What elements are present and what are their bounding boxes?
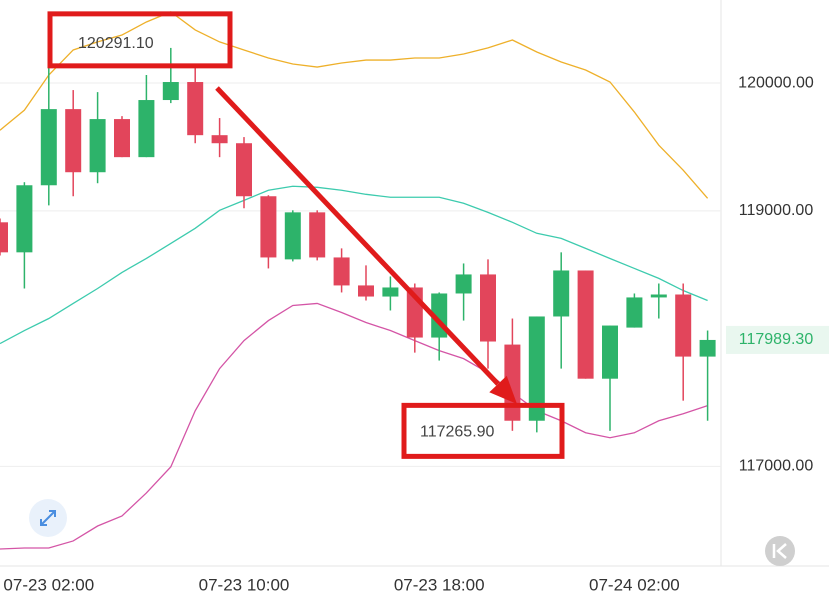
- candle-body: [236, 143, 252, 197]
- candle-body: [260, 196, 277, 258]
- candle-body: [284, 212, 301, 260]
- candle-body: [699, 339, 716, 357]
- low-marker-box: [401, 402, 565, 459]
- candle-body: [382, 287, 399, 297]
- candle-body: [0, 222, 8, 253]
- expand-button[interactable]: [29, 499, 67, 537]
- candle-body: [138, 100, 155, 158]
- candle-body: [309, 212, 326, 258]
- candle-body: [211, 135, 228, 144]
- x-tick-label: 07-23 10:00: [199, 575, 290, 594]
- candle-body: [577, 270, 594, 379]
- band-line: [0, 11, 709, 199]
- candle-body: [480, 274, 496, 342]
- candle-body: [187, 82, 204, 136]
- candle-body: [65, 109, 82, 173]
- candle-body: [553, 270, 570, 317]
- candle-body: [89, 119, 106, 173]
- y-tick-label: 120000.00: [738, 74, 814, 91]
- candle-body: [40, 109, 57, 186]
- candle-body: [455, 274, 472, 294]
- candle-body: [675, 294, 692, 357]
- candle-body: [162, 82, 179, 101]
- x-tick-label: 07-23 18:00: [394, 575, 485, 594]
- y-tick-label: 117000.00: [739, 458, 814, 475]
- high-marker-box: [47, 11, 233, 69]
- candle-body: [626, 297, 643, 328]
- y-tick-label: 119000.00: [739, 202, 814, 219]
- low-marker-label: 117265.90: [420, 424, 495, 441]
- candle-body: [358, 285, 374, 297]
- high-marker-label: 120291.10: [78, 35, 154, 52]
- x-tick-label: 07-23 02:00: [3, 575, 94, 594]
- last-price-box: [726, 325, 829, 354]
- candle-body: [650, 294, 667, 298]
- band-line: [0, 302, 708, 550]
- band-line: [0, 185, 708, 345]
- candle-body: [16, 185, 33, 253]
- x-tick-label: 07-24 02:00: [589, 575, 680, 594]
- candle-body: [528, 316, 545, 421]
- candle-body: [504, 344, 521, 421]
- collapse-button[interactable]: [765, 536, 795, 566]
- last-price-label: 117989.30: [739, 331, 814, 348]
- candle-body: [602, 325, 618, 379]
- candle-body: [114, 119, 130, 158]
- arrow-head: [489, 375, 517, 404]
- candle-body: [333, 257, 350, 286]
- arrow-line: [215, 86, 500, 386]
